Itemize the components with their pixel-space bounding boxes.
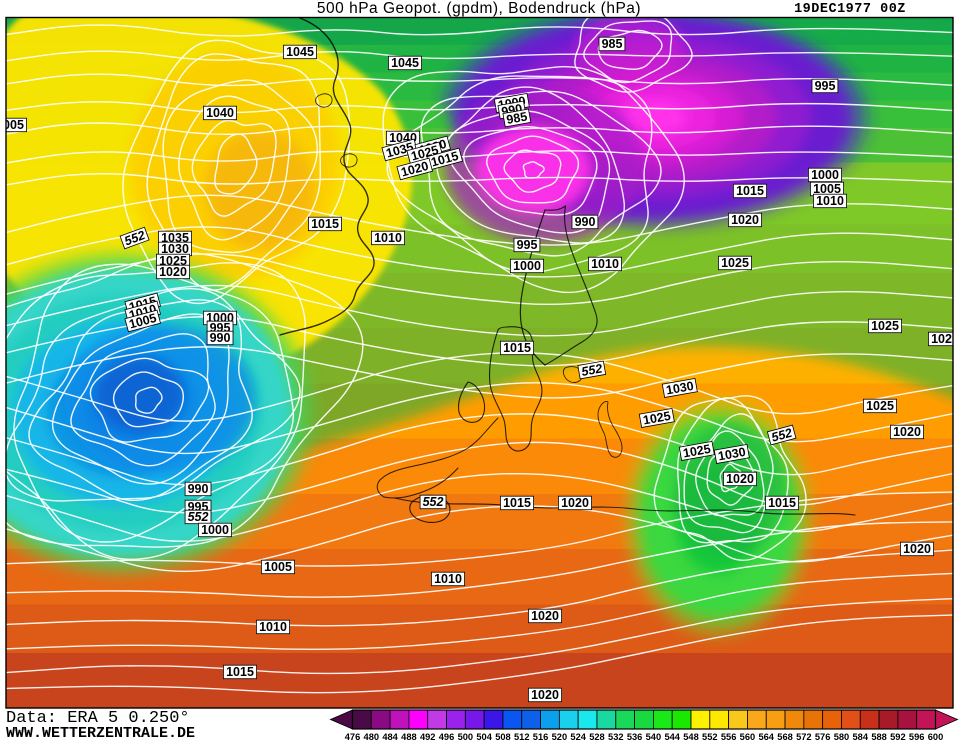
svg-text:516: 516 <box>533 732 549 741</box>
svg-text:552: 552 <box>423 495 444 509</box>
svg-text:995: 995 <box>517 238 538 252</box>
svg-text:1040: 1040 <box>206 106 234 120</box>
svg-text:1025: 1025 <box>871 319 899 333</box>
svg-text:1020: 1020 <box>561 496 589 510</box>
svg-text:492: 492 <box>420 732 436 741</box>
svg-text:524: 524 <box>570 732 586 741</box>
svg-text:512: 512 <box>514 732 530 741</box>
svg-text:1010: 1010 <box>259 620 287 634</box>
svg-text:1020: 1020 <box>531 609 559 623</box>
svg-text:1000: 1000 <box>811 168 839 182</box>
svg-text:584: 584 <box>853 732 869 741</box>
svg-text:560: 560 <box>740 732 756 741</box>
svg-text:1010: 1010 <box>374 231 402 245</box>
svg-text:552: 552 <box>702 732 718 741</box>
svg-text:596: 596 <box>909 732 925 741</box>
svg-text:484: 484 <box>382 732 398 741</box>
svg-text:1015: 1015 <box>768 496 796 510</box>
svg-text:480: 480 <box>364 732 380 741</box>
svg-text:1020: 1020 <box>531 688 559 702</box>
svg-text:1045: 1045 <box>391 56 419 70</box>
svg-text:1015: 1015 <box>736 184 764 198</box>
svg-text:985: 985 <box>602 37 623 51</box>
svg-text:520: 520 <box>552 732 568 741</box>
svg-text:532: 532 <box>608 732 624 741</box>
svg-text:1015: 1015 <box>503 496 531 510</box>
svg-text:990: 990 <box>188 482 209 496</box>
svg-text:990: 990 <box>575 215 596 229</box>
svg-text:1010: 1010 <box>434 572 462 586</box>
svg-text:1025: 1025 <box>866 399 894 413</box>
svg-text:540: 540 <box>646 732 662 741</box>
svg-text:1000: 1000 <box>201 523 229 537</box>
svg-text:1020: 1020 <box>159 265 187 279</box>
svg-text:592: 592 <box>890 732 906 741</box>
svg-text:WWW.WETTERZENTRALE.DE: WWW.WETTERZENTRALE.DE <box>6 725 195 741</box>
svg-text:990: 990 <box>210 331 231 345</box>
svg-text:488: 488 <box>401 732 417 741</box>
svg-text:500 hPa Geopot. (gpdm), Bodend: 500 hPa Geopot. (gpdm), Bodendruck (hPa) <box>317 0 641 17</box>
svg-text:1045: 1045 <box>286 45 314 59</box>
svg-text:1025: 1025 <box>721 256 749 270</box>
svg-text:564: 564 <box>758 732 774 741</box>
svg-text:536: 536 <box>627 732 643 741</box>
svg-text:19DEC1977 00Z: 19DEC1977 00Z <box>794 2 906 17</box>
svg-text:1015: 1015 <box>503 341 531 355</box>
svg-text:1015: 1015 <box>311 217 339 231</box>
svg-text:568: 568 <box>777 732 793 741</box>
svg-text:556: 556 <box>721 732 737 741</box>
svg-text:580: 580 <box>834 732 850 741</box>
svg-text:504: 504 <box>476 732 492 741</box>
svg-text:548: 548 <box>683 732 699 741</box>
svg-text:576: 576 <box>815 732 831 741</box>
svg-text:1020: 1020 <box>731 213 759 227</box>
svg-text:572: 572 <box>796 732 812 741</box>
svg-text:508: 508 <box>495 732 511 741</box>
svg-text:476: 476 <box>345 732 361 741</box>
svg-text:496: 496 <box>439 732 455 741</box>
svg-text:544: 544 <box>664 732 680 741</box>
svg-text:1020: 1020 <box>893 425 921 439</box>
svg-text:528: 528 <box>589 732 605 741</box>
svg-text:1010: 1010 <box>591 257 619 271</box>
svg-text:1010: 1010 <box>816 194 844 208</box>
svg-text:1020: 1020 <box>726 472 754 486</box>
svg-text:588: 588 <box>871 732 887 741</box>
svg-text:1020: 1020 <box>903 542 931 556</box>
svg-text:1000: 1000 <box>513 259 541 273</box>
svg-text:500: 500 <box>458 732 474 741</box>
svg-text:1015: 1015 <box>226 665 254 679</box>
svg-text:995: 995 <box>815 79 836 93</box>
svg-text:600: 600 <box>928 732 944 741</box>
svg-text:1005: 1005 <box>264 560 292 574</box>
svg-text:552: 552 <box>188 510 209 524</box>
